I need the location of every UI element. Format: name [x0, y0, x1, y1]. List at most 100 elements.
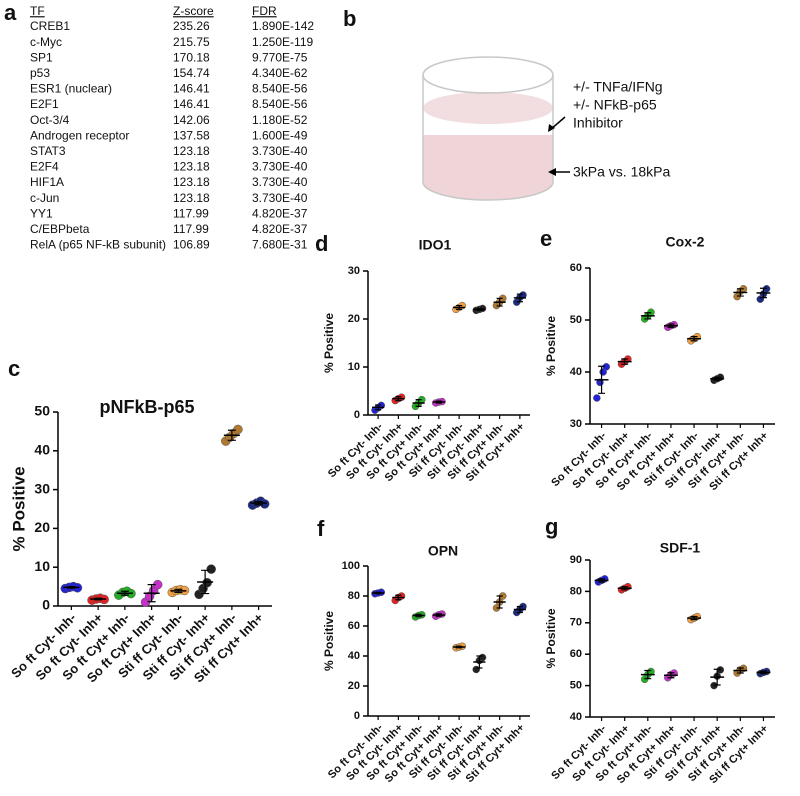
arrow-head — [548, 124, 555, 132]
error-bar — [395, 594, 402, 601]
error-bar — [476, 655, 483, 669]
y-axis-label: % Positive — [9, 466, 28, 551]
panel-label: d — [315, 231, 328, 256]
y-axis-label: % Positive — [544, 608, 558, 668]
table-cell: 1.600E-49 — [252, 128, 308, 142]
table-cell: 8.540E-56 — [252, 97, 308, 111]
chart-title: pNFkB-p65 — [99, 397, 194, 417]
data-point — [202, 577, 212, 588]
error-bar — [598, 578, 606, 583]
data-point — [397, 592, 406, 600]
table-cell: 154.74 — [173, 66, 210, 80]
error-bar — [496, 595, 503, 609]
table-cell: 1.890E-142 — [252, 19, 314, 33]
panel-label: b — [343, 6, 356, 31]
error-bar — [667, 672, 675, 679]
table-cell: 215.75 — [173, 35, 210, 49]
table-cell: HIF1A — [30, 175, 64, 189]
data-point — [593, 394, 601, 402]
y-tick-label: 0 — [354, 710, 360, 722]
y-tick-label: 40 — [570, 711, 582, 723]
table-cell: 123.18 — [173, 175, 210, 189]
table-cell: CREB1 — [30, 19, 70, 33]
y-tick-label: 50 — [570, 680, 582, 692]
table-cell: 9.770E-75 — [252, 50, 308, 64]
error-bar — [147, 584, 156, 603]
error-bar — [644, 669, 652, 680]
y-tick-label: 50 — [570, 314, 582, 326]
error-bar — [690, 336, 698, 342]
diagram-label: Inhibitor — [573, 115, 623, 131]
error-bar — [435, 400, 442, 404]
y-tick-label: 10 — [34, 558, 50, 574]
table-cell: 146.41 — [173, 97, 210, 111]
table-cell: E2F4 — [30, 160, 59, 174]
table-cell: RelA (p65 NF-kB subunit) — [30, 238, 166, 252]
y-tick-label: 80 — [348, 590, 360, 602]
y-tick-label: 30 — [34, 480, 50, 496]
y-tick-label: 30 — [348, 265, 360, 277]
chart-title: OPN — [428, 543, 458, 559]
y-tick-label: 100 — [342, 560, 360, 572]
table-cell: C/EBPbeta — [30, 222, 90, 236]
panel-label: g — [545, 514, 558, 539]
y-tick-label: 80 — [570, 585, 582, 597]
y-tick-label: 40 — [570, 366, 582, 378]
table-cell: 1.250E-119 — [252, 35, 313, 49]
diagram-label: 3kPa vs. 18kPa — [573, 164, 670, 180]
error-bar — [516, 605, 523, 614]
error-bar — [759, 287, 767, 299]
y-tick-label: 90 — [570, 554, 582, 566]
table-cell: E2F1 — [30, 97, 59, 111]
error-bar — [713, 376, 721, 381]
table-cell: 1.180E-52 — [252, 113, 308, 127]
data-point — [206, 564, 216, 574]
table-cell: 3.730E-40 — [252, 191, 308, 205]
error-bar — [736, 667, 744, 674]
table-cell: Androgen receptor — [30, 128, 129, 142]
table-cell: 123.18 — [173, 160, 210, 174]
error-bar — [456, 645, 463, 649]
error-bar — [435, 613, 442, 617]
y-tick-label: 10 — [348, 361, 360, 373]
table-cell: 123.18 — [173, 144, 210, 158]
gel-body — [423, 135, 553, 200]
error-bar — [713, 668, 721, 686]
table-cell: ESR1 (nuclear) — [30, 82, 112, 96]
error-bar — [395, 396, 402, 402]
y-tick-label: 60 — [570, 262, 582, 274]
beaker-wall — [422, 75, 554, 201]
error-bar — [67, 586, 76, 589]
table-cell: 4.340E-62 — [252, 66, 308, 80]
table-cell: p53 — [30, 66, 50, 80]
error-bar — [516, 293, 523, 303]
chart-title: Cox-2 — [666, 234, 705, 250]
y-axis-label: % Positive — [322, 611, 336, 671]
table-cell: 4.820E-37 — [252, 206, 308, 220]
error-bar — [621, 586, 629, 591]
table-cell: c-Jun — [30, 191, 59, 205]
table-cell: 137.58 — [173, 128, 210, 142]
table-cell: 3.730E-40 — [252, 175, 308, 189]
table-cell: 3.730E-40 — [252, 160, 308, 174]
panel-label: e — [540, 226, 552, 251]
y-tick-label: 40 — [348, 650, 360, 662]
y-tick-label: 20 — [34, 519, 50, 535]
y-tick-label: 30 — [570, 418, 582, 430]
table-cell: 3.730E-40 — [252, 144, 308, 158]
table-cell: SP1 — [30, 50, 53, 64]
error-bar — [621, 358, 629, 365]
error-bar — [254, 501, 263, 506]
error-bar — [375, 404, 382, 411]
error-bar — [690, 615, 698, 621]
y-tick-label: 0 — [354, 409, 360, 421]
y-tick-label: 60 — [570, 648, 582, 660]
table-cell: 170.18 — [173, 50, 210, 64]
data-point — [233, 424, 243, 435]
table-cell: 8.540E-56 — [252, 82, 308, 96]
error-bar — [375, 591, 382, 595]
error-bar — [644, 312, 652, 320]
data-point — [472, 665, 480, 674]
